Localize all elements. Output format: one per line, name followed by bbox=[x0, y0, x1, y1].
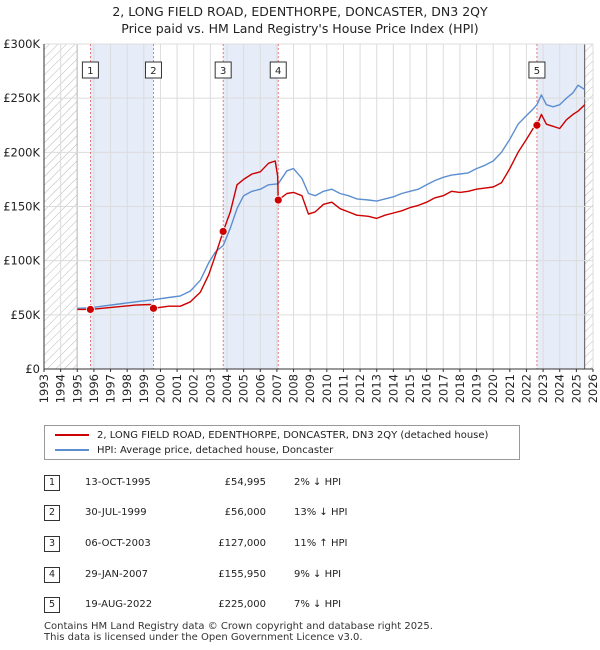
sale-label-box bbox=[214, 61, 232, 79]
y-tick-label: £250K bbox=[3, 91, 40, 105]
row-hpi: 7% ↓ HPI bbox=[294, 599, 342, 610]
table-row: 2 30-JUL-1999 £56,000 13% ↓ HPI bbox=[44, 504, 374, 522]
chart-title: 2, LONG FIELD ROAD, EDENTHORPE, DONCASTE… bbox=[0, 3, 600, 37]
row-hpi: 11% ↑ HPI bbox=[294, 538, 348, 549]
row-marker: 3 bbox=[44, 536, 60, 552]
x-tick-label: 1997 bbox=[104, 374, 118, 403]
x-tick-label: 2010 bbox=[320, 374, 334, 403]
y-tick-label: £0 bbox=[25, 362, 40, 376]
x-tick-label: 2022 bbox=[519, 374, 533, 403]
row-price: £54,995 bbox=[224, 477, 266, 488]
sale-point bbox=[86, 305, 95, 314]
y-tick-label: £100K bbox=[3, 254, 40, 268]
x-tick-label: 2001 bbox=[170, 374, 184, 403]
x-tick-label: 2002 bbox=[187, 374, 201, 403]
sale-label-box bbox=[144, 61, 162, 79]
x-tick-label: 2020 bbox=[486, 374, 500, 403]
x-tick-label: 2019 bbox=[470, 374, 484, 403]
sale-label-box bbox=[269, 61, 287, 79]
row-price: £155,950 bbox=[218, 569, 266, 580]
sale-label: 1 bbox=[87, 66, 93, 77]
y-tick-label: £50K bbox=[11, 308, 41, 322]
hpi-series-line bbox=[77, 84, 586, 309]
table-row: 1 13-OCT-1995 £54,995 2% ↓ HPI bbox=[44, 474, 374, 492]
table-row: 3 06-OCT-2003 £127,000 11% ↑ HPI bbox=[44, 535, 374, 553]
x-tick-label: 1999 bbox=[137, 374, 151, 403]
x-tick-label: 2012 bbox=[353, 374, 367, 403]
legend-item-property: 2, LONG FIELD ROAD, EDENTHORPE, DONCASTE… bbox=[55, 429, 488, 443]
x-tick-label: 2025 bbox=[569, 374, 583, 403]
row-marker: 4 bbox=[44, 567, 60, 583]
x-tick-label: 2014 bbox=[386, 374, 400, 403]
sale-point bbox=[218, 227, 228, 236]
legend-label-hpi: HPI: Average price, detached house, Donc… bbox=[97, 445, 334, 456]
sale-label-box bbox=[81, 61, 99, 79]
row-date: 13-OCT-1995 bbox=[85, 477, 151, 488]
row-hpi: 13% ↓ HPI bbox=[294, 507, 348, 518]
x-tick-label: 2016 bbox=[420, 374, 434, 403]
x-tick-label: 2017 bbox=[436, 374, 450, 403]
sale-point bbox=[149, 303, 158, 313]
row-price: £56,000 bbox=[224, 507, 266, 518]
footer: Contains HM Land Registry data © Crown c… bbox=[44, 621, 433, 643]
x-tick-label: 2018 bbox=[453, 374, 467, 403]
sale-label: 3 bbox=[220, 66, 226, 77]
footer-copyright: Contains HM Land Registry data © Crown c… bbox=[44, 621, 433, 632]
row-marker: 1 bbox=[44, 475, 60, 491]
x-tick-label: 2006 bbox=[253, 374, 267, 403]
sale-label: 2 bbox=[150, 66, 156, 77]
row-date: 29-JAN-2007 bbox=[85, 569, 149, 580]
x-tick-label: 2023 bbox=[536, 374, 550, 403]
x-tick-label: 2021 bbox=[503, 374, 517, 403]
price-chart: 1 2 3 4 5 £0 £50K £100K £150K £200K £250K £300K 199… bbox=[3, 37, 600, 403]
legend-item-hpi: HPI: Average price, detached house, Donc… bbox=[55, 444, 333, 458]
row-hpi: 2% ↓ HPI bbox=[294, 477, 342, 488]
row-date: 06-OCT-2003 bbox=[85, 538, 151, 549]
x-tick-label: 2005 bbox=[237, 374, 251, 403]
x-tick-label: 2007 bbox=[270, 374, 284, 403]
chart-legend: 2, LONG FIELD ROAD, EDENTHORPE, DONCASTE… bbox=[44, 425, 520, 460]
title-subtitle: Price paid vs. HM Land Registry's House … bbox=[121, 21, 479, 36]
footer-licence: This data is licensed under the Open Gov… bbox=[44, 632, 363, 643]
x-tick-label: 1994 bbox=[54, 374, 68, 403]
x-tick-label: 2004 bbox=[220, 374, 234, 403]
y-tick-label: £150K bbox=[3, 200, 40, 214]
row-date: 19-AUG-2022 bbox=[85, 599, 153, 610]
x-tick-label: 1995 bbox=[70, 374, 84, 403]
x-tick-label: 2011 bbox=[336, 374, 350, 403]
x-tick-label: 1998 bbox=[120, 374, 134, 403]
x-tick-label: 2000 bbox=[153, 374, 167, 403]
sale-point bbox=[273, 195, 283, 205]
sale-label: 4 bbox=[275, 66, 281, 77]
table-row: 5 19-AUG-2022 £225,000 7% ↓ HPI bbox=[44, 596, 374, 614]
row-date: 30-JUL-1999 bbox=[85, 507, 147, 518]
x-tick-label: 1996 bbox=[87, 374, 101, 403]
row-marker: 5 bbox=[44, 597, 60, 613]
legend-label-property: 2, LONG FIELD ROAD, EDENTHORPE, DONCASTE… bbox=[97, 430, 489, 441]
x-tick-label: 2026 bbox=[586, 374, 600, 403]
row-marker: 2 bbox=[44, 505, 60, 521]
x-tick-label: 1993 bbox=[37, 374, 51, 403]
sale-label-box bbox=[528, 61, 546, 79]
row-price: £127,000 bbox=[218, 538, 266, 549]
legend-swatch-property bbox=[55, 434, 89, 436]
x-tick-label: 2009 bbox=[303, 374, 317, 403]
row-price: £225,000 bbox=[218, 599, 266, 610]
x-tick-label: 2015 bbox=[403, 374, 417, 403]
property-series-line bbox=[77, 104, 586, 311]
x-tick-label: 2008 bbox=[287, 374, 301, 403]
legend-swatch-hpi bbox=[55, 449, 89, 451]
table-row: 4 29-JAN-2007 £155,950 9% ↓ HPI bbox=[44, 566, 374, 584]
title-address: 2, LONG FIELD ROAD, EDENTHORPE, DONCASTE… bbox=[112, 4, 488, 19]
sale-point bbox=[532, 120, 542, 130]
row-hpi: 9% ↓ HPI bbox=[294, 569, 342, 580]
y-tick-label: £200K bbox=[3, 145, 40, 159]
x-tick-label: 2013 bbox=[370, 374, 384, 403]
sale-label: 5 bbox=[534, 66, 540, 77]
x-tick-label: 2003 bbox=[203, 374, 217, 403]
x-tick-label: 2024 bbox=[553, 374, 567, 403]
y-tick-label: £300K bbox=[3, 37, 40, 51]
